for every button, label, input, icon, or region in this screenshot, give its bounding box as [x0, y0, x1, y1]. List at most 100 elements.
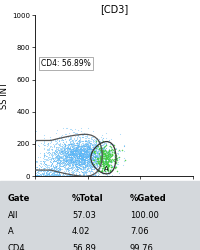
- Point: [63, 165, 66, 169]
- Text: %Total: %Total: [72, 194, 104, 202]
- Point: [58, 158, 62, 162]
- Point: [71, 130, 74, 134]
- Point: [97, 152, 100, 156]
- Point: [40, 171, 43, 175]
- Point: [98, 153, 101, 157]
- Point: [60, 155, 64, 159]
- Point: [95, 146, 98, 150]
- Point: [78, 155, 81, 159]
- Point: [87, 154, 90, 158]
- Point: [67, 173, 70, 177]
- Point: [68, 154, 71, 158]
- Point: [85, 151, 88, 155]
- Point: [86, 156, 90, 160]
- Point: [43, 171, 46, 175]
- Point: [83, 151, 87, 155]
- Point: [71, 162, 74, 166]
- Point: [67, 160, 70, 164]
- Point: [45, 172, 49, 175]
- Point: [65, 173, 69, 177]
- Point: [50, 145, 53, 149]
- Point: [46, 174, 49, 178]
- Point: [61, 154, 65, 158]
- Point: [34, 173, 37, 177]
- Point: [54, 172, 58, 176]
- Point: [98, 151, 101, 155]
- Point: [81, 144, 85, 148]
- Point: [74, 154, 77, 158]
- Point: [94, 137, 97, 141]
- Point: [82, 158, 85, 162]
- Point: [81, 144, 84, 148]
- Point: [66, 148, 69, 152]
- Point: [81, 154, 85, 158]
- Text: A: A: [104, 166, 109, 172]
- Point: [92, 156, 95, 160]
- Point: [46, 158, 49, 162]
- Point: [81, 143, 84, 147]
- Point: [85, 150, 88, 154]
- Point: [58, 170, 61, 174]
- Point: [57, 161, 60, 165]
- Point: [95, 162, 98, 166]
- Point: [74, 172, 77, 176]
- Point: [41, 167, 44, 171]
- Point: [76, 145, 79, 149]
- Point: [69, 158, 72, 162]
- Point: [100, 156, 103, 160]
- Point: [40, 171, 43, 175]
- Point: [78, 164, 81, 168]
- Point: [85, 173, 89, 177]
- Point: [71, 151, 74, 155]
- Point: [79, 144, 82, 148]
- Point: [68, 146, 72, 150]
- Point: [53, 148, 56, 152]
- Point: [88, 150, 91, 154]
- Point: [83, 134, 86, 138]
- Point: [68, 168, 71, 172]
- Point: [56, 170, 59, 174]
- Point: [58, 162, 61, 166]
- Point: [78, 164, 81, 168]
- Point: [54, 172, 58, 176]
- Point: [101, 148, 104, 152]
- Point: [82, 151, 86, 155]
- Point: [54, 174, 57, 178]
- Point: [74, 156, 77, 160]
- Point: [109, 159, 112, 163]
- Point: [82, 152, 85, 156]
- Point: [73, 146, 76, 150]
- Point: [78, 140, 82, 144]
- Point: [66, 145, 69, 149]
- Point: [58, 166, 61, 170]
- Point: [69, 154, 72, 158]
- Point: [77, 150, 81, 154]
- Point: [80, 147, 83, 151]
- Point: [88, 153, 91, 157]
- Point: [73, 151, 76, 155]
- Point: [69, 150, 72, 154]
- Point: [71, 146, 75, 150]
- Point: [81, 155, 84, 159]
- Point: [92, 150, 95, 154]
- Point: [104, 157, 107, 161]
- Point: [89, 149, 92, 153]
- Point: [86, 146, 89, 150]
- Point: [66, 146, 69, 150]
- Point: [90, 164, 93, 168]
- Point: [81, 161, 84, 165]
- Point: [65, 160, 68, 164]
- Point: [44, 174, 48, 178]
- Point: [77, 166, 80, 170]
- Point: [69, 160, 72, 164]
- Point: [45, 148, 49, 152]
- Point: [74, 162, 77, 166]
- Point: [53, 165, 56, 169]
- Point: [84, 144, 87, 148]
- Point: [36, 166, 39, 170]
- Point: [80, 159, 83, 163]
- Point: [78, 156, 81, 160]
- Point: [81, 139, 84, 143]
- Point: [86, 153, 89, 157]
- Point: [82, 157, 85, 161]
